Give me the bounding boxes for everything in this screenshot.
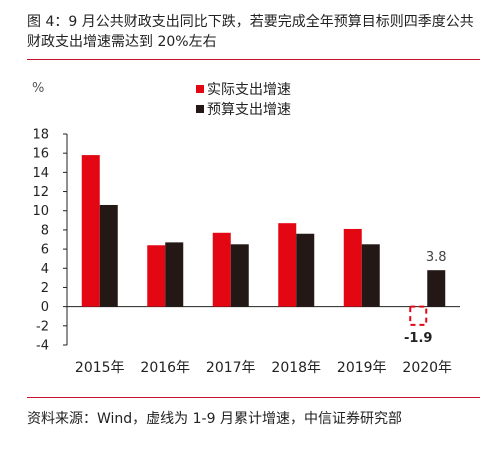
figure-title: 图 4：9 月公共财政支出同比下跌，若要完成全年预算目标则四季度公共财政支出增速…	[27, 14, 474, 50]
bar-actual	[278, 223, 297, 307]
title-divider	[27, 59, 480, 60]
bar-budget	[99, 204, 118, 307]
x-tick-label: 2015年	[75, 360, 125, 376]
bar-actual	[147, 245, 166, 307]
y-tick-label: 2	[41, 281, 49, 296]
bar-budget	[230, 244, 249, 307]
source-note: 资料来源：Wind，虚线为 1-9 月累计增速，中信证券研究部	[27, 411, 402, 427]
source-divider	[27, 397, 480, 398]
bar-actual	[212, 232, 231, 307]
legend-swatch	[196, 105, 204, 113]
data-label: -1.9	[404, 331, 432, 346]
y-tick-label: -4	[36, 339, 49, 354]
bar-budget	[296, 233, 315, 307]
y-tick-label: 6	[41, 243, 49, 258]
legend-label: 实际支出增速	[207, 82, 291, 98]
bar-chart: % 18 16 14 12 10 8 6 4 2 0 -2 -4 2015年 2016年 2017年 2018年…	[32, 81, 460, 376]
y-axis-unit-label: %	[32, 81, 44, 96]
bar-actual-dashed	[409, 305, 428, 326]
y-tick-label: 4	[41, 262, 49, 277]
bar-actual	[81, 155, 100, 307]
legend-swatch	[196, 85, 204, 93]
y-tick-label: 12	[32, 185, 49, 200]
chart-axes	[63, 133, 460, 346]
y-tick-label: -2	[36, 319, 49, 334]
chart-bars	[81, 155, 446, 326]
x-tick-label: 2020年	[402, 360, 452, 376]
legend-label: 预算支出增速	[207, 102, 291, 118]
y-tick-label: 0	[41, 300, 49, 315]
bar-budget	[427, 270, 446, 307]
y-tick-label: 16	[32, 147, 49, 162]
y-tick-label: 8	[41, 223, 49, 238]
x-tick-label: 2018年	[271, 360, 321, 376]
data-label: 3.8	[426, 250, 447, 265]
y-tick-label: 10	[32, 204, 49, 219]
bar-budget	[165, 242, 184, 307]
y-tick-label: 14	[32, 166, 49, 181]
x-tick-label: 2017年	[206, 360, 256, 376]
y-tick-label: 18	[32, 128, 49, 143]
bar-actual	[343, 228, 362, 307]
x-tick-label: 2016年	[140, 360, 190, 376]
x-tick-label: 2019年	[337, 360, 387, 376]
bar-budget	[361, 244, 380, 307]
chart-labels: % 18 16 14 12 10 8 6 4 2 0 -2 -4 2015年 2016年 2017年 2018年…	[32, 81, 452, 376]
